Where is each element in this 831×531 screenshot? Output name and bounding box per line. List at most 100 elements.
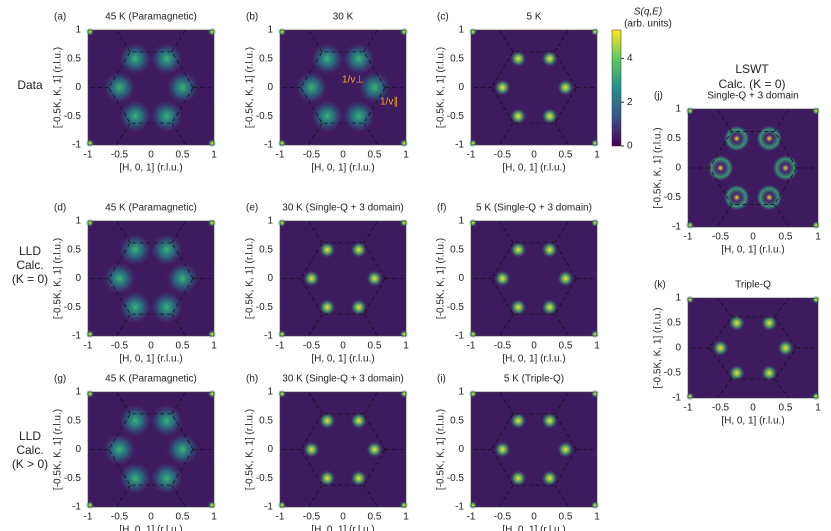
y-tick-label: -1 [455,140,464,151]
x-axis-label: [H, 0, 1] (r.l.u.) [721,416,784,427]
y-axis-label: [-0.5K, K, 1] (r.l.u.) [53,47,64,128]
y-tick-label: -0.5 [664,192,682,203]
zone-boundary [308,313,323,337]
x-axis-label: [H, 0, 1] (r.l.u.) [311,354,374,365]
intensity-spot [557,79,574,96]
intensity-spot [350,241,367,258]
y-tick-label: -1 [264,140,273,151]
intensity-spot [319,412,336,429]
intensity-spot [777,340,794,356]
panel-title: 45 K (Paramagnetic) [105,203,197,214]
corner-spot [812,221,821,230]
row-label: Calc. [16,443,43,457]
intensity-spot [350,470,367,487]
y-axis-label: [-0.5K, K, 1] (r.l.u.) [245,238,256,319]
intensity-spot [707,155,734,181]
intensity-spot [510,412,527,429]
zone-boundary [363,313,378,337]
y-tick-label: 0.5 [259,415,273,426]
zone-boundary [774,378,790,399]
y-tick-label: -0.5 [664,368,682,379]
intensity-spot [303,270,320,287]
y-tick-label: -0.5 [64,473,82,484]
y-tick-label: -0.5 [447,473,465,484]
axes-frame [687,297,819,399]
corner-spot [400,27,409,36]
intensity-spot [728,365,745,381]
side-heading: LSWT [735,62,769,76]
zone-boundary [554,220,569,244]
x-tick-label: 0.5 [559,341,573,352]
annotation: 1/v⊥ [342,75,364,86]
y-tick-label: 1 [458,25,464,36]
x-tick-label: -1 [84,150,93,161]
intensity-spot [150,404,183,437]
row-label: Data [17,78,43,92]
corner-spot [208,330,217,339]
x-tick-label: -0.5 [712,232,730,243]
y-tick-label: -0.5 [256,111,274,122]
intensity-spot [510,241,527,258]
corner-spot [591,330,600,339]
x-axis-label: [H, 0, 1] (r.l.u.) [721,245,784,256]
corner-spot [208,27,217,36]
y-tick-label: -1 [264,331,273,342]
x-tick-label: 1 [211,512,217,523]
x-tick-label: 0.5 [368,150,382,161]
x-tick-label: 1 [815,403,821,414]
intensity-spot [150,233,183,266]
intensity-spot [494,270,511,287]
intensity-spot [510,50,527,67]
intensity-spot [342,100,375,133]
panel-title: 5 K [526,12,541,23]
zone-boundary [774,204,790,228]
intensity-spot [150,462,183,495]
zone-boundary [116,220,131,244]
intensity-spot [350,412,367,429]
corner-spot [208,501,217,510]
y-tick-label: 0.5 [67,53,81,64]
colorbar-units: (arb. units) [624,19,672,30]
y-tick-label: 0.5 [450,415,464,426]
x-tick-label: 0 [148,512,154,523]
zone-boundary [171,484,186,508]
x-tick-label: -0.5 [111,512,129,523]
corner-spot [400,389,409,398]
y-tick-label: -1 [672,393,681,404]
y-tick-label: -1 [72,331,81,342]
corner-spot [468,501,477,510]
y-tick-label: 0 [75,273,81,284]
corner-spot [85,27,94,36]
zone-boundary [363,122,378,146]
y-tick-label: -1 [455,331,464,342]
x-tick-label: 0 [340,341,346,352]
axes-frame [470,220,598,337]
zone-boundary [554,313,569,337]
y-tick-label: -0.5 [64,302,82,313]
zone-boundary [774,108,790,132]
corner-spot [468,139,477,148]
x-axis-label: [H, 0, 1] (r.l.u.) [119,163,182,174]
y-tick-label: 1 [458,216,464,227]
y-tick-label: -1 [264,502,273,513]
panel-label: (c) [437,12,449,23]
x-tick-label: 1 [594,512,600,523]
zone-boundary [116,29,131,53]
y-tick-label: 0 [458,444,464,455]
corner-spot [812,295,821,304]
corner-spot [468,27,477,36]
x-tick-label: -0.5 [712,403,730,414]
panel-label: (i) [437,374,446,385]
panel-label: (k) [654,280,666,291]
y-tick-label: 0.5 [667,133,681,144]
panel-title: Single-Q + 3 domain [707,91,798,102]
panel-label: (j) [654,91,663,102]
row-label: LLD [19,429,41,443]
y-axis-label: [-0.5K, K, 1] (r.l.u.) [653,307,664,388]
x-tick-label: -0.5 [303,341,321,352]
x-tick-label: 0.5 [176,341,190,352]
x-tick-label: 0 [531,341,537,352]
panel-label: (b) [246,12,258,23]
zone-boundary [171,122,186,146]
intensity-spot [541,299,558,316]
